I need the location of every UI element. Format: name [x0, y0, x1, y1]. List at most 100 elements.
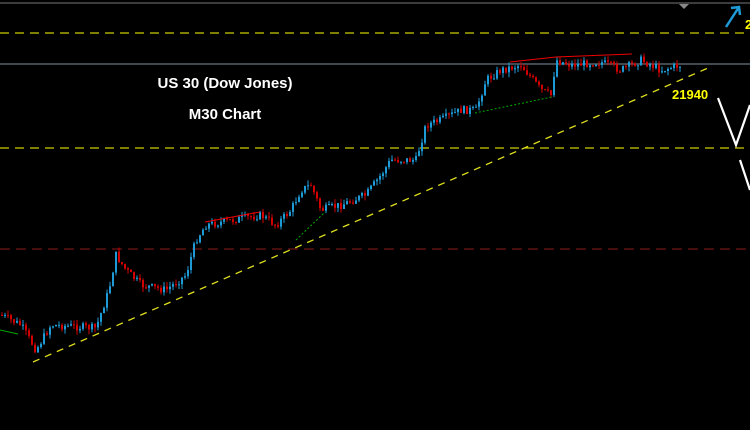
- candle-body: [73, 324, 75, 326]
- candle-body: [34, 344, 36, 353]
- candle-body: [304, 185, 306, 193]
- candle-body: [235, 222, 237, 224]
- candle-body: [559, 60, 561, 65]
- candle-body: [31, 335, 33, 345]
- pattern-line: [204, 211, 261, 223]
- candle-body: [412, 159, 414, 162]
- candle-body: [139, 277, 141, 281]
- candle-body: [640, 56, 642, 66]
- candle-body: [577, 63, 579, 67]
- candle-body: [544, 89, 546, 91]
- candle-body: [232, 219, 234, 223]
- candle-body: [355, 200, 357, 204]
- candle-body: [616, 64, 618, 72]
- candle-body: [568, 64, 570, 67]
- candle-body: [343, 204, 345, 209]
- candle-body: [394, 159, 396, 161]
- candle-body: [250, 216, 252, 218]
- candle-body: [493, 78, 495, 80]
- candle-body: [481, 95, 483, 102]
- candle-body: [622, 65, 624, 72]
- trendline[interactable]: [32, 67, 709, 363]
- candle-body: [661, 71, 663, 73]
- candles-group: [1, 53, 681, 354]
- candle-body: [283, 213, 285, 219]
- candle-body: [190, 257, 192, 271]
- candle-body: [238, 216, 240, 223]
- candle-body: [379, 176, 381, 180]
- candle-body: [52, 326, 54, 328]
- candle-body: [592, 65, 594, 67]
- candle-body: [442, 115, 444, 118]
- candle-body: [223, 218, 225, 222]
- candle-body: [337, 203, 339, 208]
- candle-body: [241, 215, 243, 217]
- candle-body: [19, 320, 21, 325]
- candle-body: [4, 314, 6, 316]
- candle-body: [88, 325, 90, 330]
- candle-body: [67, 325, 69, 327]
- candle-body: [112, 272, 114, 287]
- candle-body: [202, 229, 204, 236]
- candle-body: [571, 63, 573, 67]
- candle-body: [289, 211, 291, 216]
- candle-body: [508, 66, 510, 73]
- candle-body: [583, 60, 585, 66]
- candle-body: [70, 324, 72, 326]
- candle-body: [457, 108, 459, 113]
- candle-body: [316, 192, 318, 199]
- candle-body: [406, 158, 408, 163]
- candle-body: [259, 211, 261, 220]
- candle-body: [91, 323, 93, 330]
- chart-title: US 30 (Dow Jones): [157, 75, 293, 92]
- candle-body: [82, 323, 84, 329]
- candle-body: [460, 108, 462, 113]
- candle-body: [367, 189, 369, 196]
- candle-body: [550, 90, 552, 96]
- candle-body: [535, 77, 537, 82]
- chart-subtitle: M30 Chart: [188, 106, 262, 123]
- candle-body: [301, 192, 303, 197]
- candle-body: [529, 74, 531, 77]
- candle-body: [151, 283, 153, 286]
- candle-body: [55, 324, 57, 327]
- candle-body: [613, 62, 615, 65]
- candle-body: [268, 216, 270, 218]
- chart-shift-marker-icon[interactable]: [679, 4, 689, 9]
- candle-body: [85, 323, 87, 326]
- candle-body: [118, 251, 120, 263]
- candle-body: [133, 272, 135, 279]
- candle-body: [220, 221, 222, 226]
- projection-zigzag-icon: [716, 97, 750, 191]
- candle-body: [154, 283, 156, 287]
- candle-body: [64, 325, 66, 330]
- candle-body: [214, 221, 216, 227]
- candle-body: [418, 151, 420, 157]
- candle-body: [541, 84, 543, 90]
- candle-body: [589, 65, 591, 68]
- candle-body: [331, 203, 333, 205]
- candle-body: [226, 218, 228, 220]
- candle-body: [421, 142, 423, 152]
- candle-body: [169, 286, 171, 290]
- candle-body: [505, 67, 507, 73]
- candle-body: [172, 284, 174, 287]
- candle-body: [595, 64, 597, 67]
- candle-body: [475, 106, 477, 108]
- candle-body: [256, 219, 258, 221]
- candle-body: [649, 64, 651, 67]
- candle-body: [499, 70, 501, 74]
- candle-body: [277, 225, 279, 227]
- candle-body: [271, 217, 273, 225]
- candle-body: [391, 159, 393, 162]
- candle-body: [487, 75, 489, 85]
- up-arrow-icon: [724, 5, 742, 28]
- candle-body: [358, 195, 360, 201]
- candle-body: [634, 63, 636, 66]
- candle-body: [610, 61, 612, 63]
- candle-body: [448, 113, 450, 115]
- candle-body: [280, 218, 282, 227]
- candle-body: [361, 193, 363, 196]
